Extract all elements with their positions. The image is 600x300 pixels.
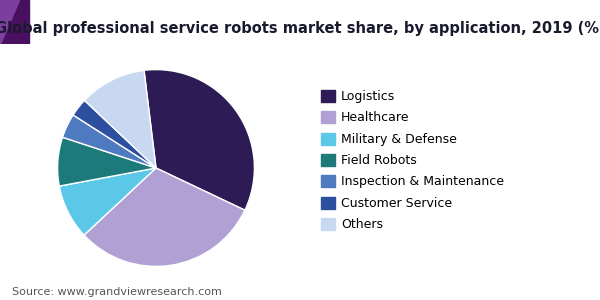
Legend: Logistics, Healthcare, Military & Defense, Field Robots, Inspection & Maintenanc: Logistics, Healthcare, Military & Defens… xyxy=(321,90,504,231)
Wedge shape xyxy=(73,100,156,168)
Polygon shape xyxy=(0,0,29,44)
Polygon shape xyxy=(0,0,19,44)
Wedge shape xyxy=(62,115,156,168)
Wedge shape xyxy=(58,137,156,186)
Wedge shape xyxy=(144,70,254,210)
Wedge shape xyxy=(84,168,245,266)
Wedge shape xyxy=(85,70,156,168)
Wedge shape xyxy=(59,168,156,235)
Text: Global professional service robots market share, by application, 2019 (%): Global professional service robots marke… xyxy=(0,21,600,36)
Text: Source: www.grandviewresearch.com: Source: www.grandviewresearch.com xyxy=(12,287,222,297)
